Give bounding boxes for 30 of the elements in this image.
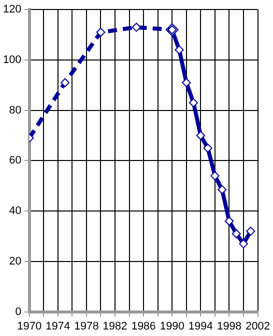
y-tick-label: 40 (9, 205, 22, 218)
point (196, 131, 206, 140)
x-tick-label: 1990 (160, 320, 184, 332)
point (182, 78, 191, 88)
y-tick-label: 0 (15, 306, 22, 318)
x-tick-label: 1978 (74, 320, 99, 332)
point (132, 22, 141, 32)
y-tick-label: 100 (2, 54, 22, 66)
x-tick-label: 2002 (246, 320, 270, 332)
x-tick-label: 1986 (131, 320, 156, 332)
y-tick-label: 80 (9, 104, 22, 116)
point (60, 78, 70, 88)
x-tick-label: 1974 (46, 320, 70, 332)
x-tick-label: 1994 (188, 320, 213, 332)
x-tick-label: 1982 (102, 320, 128, 332)
point (203, 144, 212, 153)
y-tick-label: 20 (9, 255, 22, 268)
point (218, 185, 227, 194)
point (246, 226, 256, 236)
x-tick-label: 1998 (216, 320, 242, 332)
point (96, 28, 106, 37)
point (189, 98, 198, 108)
point (238, 239, 248, 248)
y-tick-label: 60 (9, 154, 22, 167)
point (174, 45, 184, 54)
x-tick-label: 1970 (17, 320, 42, 332)
point (224, 216, 234, 226)
y-tick-label: 120 (2, 4, 22, 16)
point (232, 229, 241, 238)
point (210, 171, 220, 180)
